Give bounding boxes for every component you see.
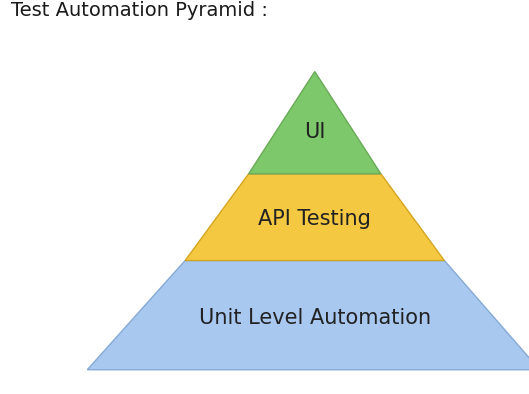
Text: Unit Level Automation: Unit Level Automation <box>199 308 431 328</box>
Text: Test Automation Pyramid :: Test Automation Pyramid : <box>11 0 268 20</box>
Text: API Testing: API Testing <box>258 209 371 229</box>
Text: UI: UI <box>304 122 325 142</box>
Polygon shape <box>249 72 381 174</box>
Polygon shape <box>87 260 529 370</box>
Polygon shape <box>185 174 444 260</box>
